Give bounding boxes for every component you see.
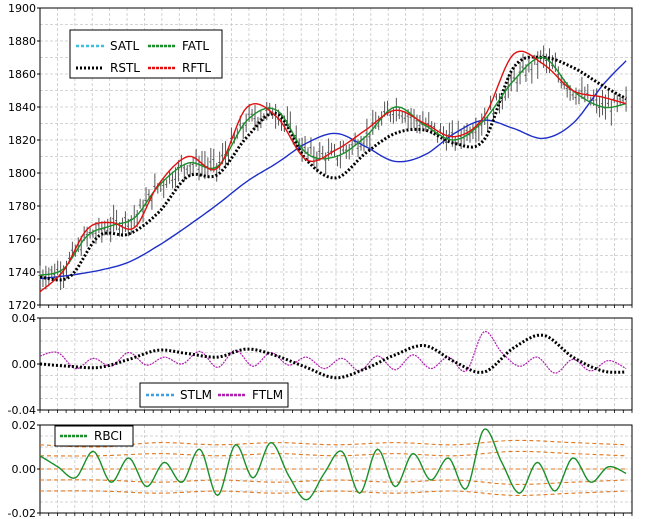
series-rbci-line xyxy=(39,428,627,501)
y-tick-label: 0.00 xyxy=(12,463,37,476)
y-tick-label: 0.00 xyxy=(12,358,37,371)
y-tick-label: 1760 xyxy=(8,233,36,246)
y-tick-label: 1720 xyxy=(8,299,36,312)
legend-label-rftl: RFTL xyxy=(182,61,211,75)
y-tick-label: 0.02 xyxy=(12,419,37,432)
legend-box xyxy=(54,425,134,447)
legend-label-fatl: FATL xyxy=(182,39,209,53)
series-satl-line xyxy=(39,60,627,280)
legend-label-rbci: RBCI xyxy=(94,429,122,443)
legend-label-satl: SATL xyxy=(110,39,139,53)
y-tick-label: 1800 xyxy=(8,167,36,180)
price-bars xyxy=(38,45,627,290)
series-ftlm-line xyxy=(39,330,627,374)
series-band-upper-2-line xyxy=(39,439,627,448)
y-tick-label: 1900 xyxy=(8,2,36,15)
series-band-upper-1-line xyxy=(40,450,627,457)
series-rftl-line xyxy=(39,50,627,293)
y-tick-label: -0.02 xyxy=(8,507,36,519)
y-tick-label: -0.04 xyxy=(8,404,36,417)
y-tick-label: 1860 xyxy=(8,68,36,81)
y-tick-label: 1780 xyxy=(8,200,36,213)
legend-label-ftlm: FTLM xyxy=(252,388,283,402)
legend-label-rstl: RSTL xyxy=(110,61,140,75)
series-band-lower-1-line xyxy=(40,479,627,485)
y-tick-label: 1840 xyxy=(8,101,36,114)
legend-price: SATL FATL RSTL RFTL xyxy=(69,29,223,79)
panel-1-grid xyxy=(40,318,632,410)
legend-label-stlm: STLM xyxy=(180,388,212,402)
legend-box xyxy=(69,29,223,79)
series-stlm-line xyxy=(39,333,627,380)
legend-rbci: RBCI xyxy=(54,425,134,447)
y-tick-label: 1820 xyxy=(8,134,36,147)
legend-box xyxy=(139,382,289,408)
y-tick-label: 1880 xyxy=(8,35,36,48)
y-tick-label: 1740 xyxy=(8,266,36,279)
legend-momentum: STLM FTLM xyxy=(139,382,289,408)
y-tick-label: 0.04 xyxy=(12,312,37,325)
series-band-lower-2-line xyxy=(40,490,627,496)
